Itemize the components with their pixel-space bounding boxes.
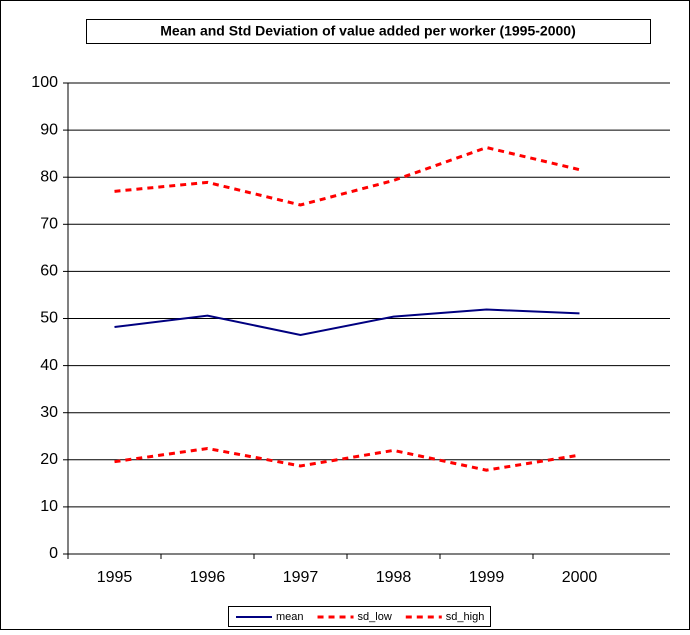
y-tick-label: 60: [40, 263, 58, 280]
legend-label: sd_low: [358, 611, 392, 623]
y-tick-label: 70: [40, 216, 58, 233]
y-tick-label: 100: [31, 74, 58, 91]
x-tick-label: 1996: [190, 569, 226, 586]
legend-label: sd_high: [446, 611, 485, 623]
x-tick-label: 1998: [376, 569, 412, 586]
legend-label: mean: [276, 611, 304, 623]
series-line: [114, 308, 580, 337]
title-box: [86, 19, 651, 44]
legend-box: [228, 606, 491, 627]
x-tick-label: 2000: [562, 569, 598, 586]
x-tick-label: 1995: [97, 569, 133, 586]
series-line: [114, 446, 580, 472]
y-tick-label: 0: [49, 545, 58, 562]
chart-title: Mean and Std Deviation of value added pe…: [160, 23, 575, 39]
series-line: [114, 145, 580, 207]
y-tick-label: 10: [40, 498, 58, 515]
y-tick-label: 80: [40, 168, 58, 185]
y-tick-label: 40: [40, 357, 58, 374]
y-tick-label: 20: [40, 451, 58, 468]
y-tick-label: 90: [40, 121, 58, 138]
x-tick-label: 1997: [283, 569, 319, 586]
y-tick-label: 50: [40, 310, 58, 327]
x-tick-label: 1999: [469, 569, 505, 586]
y-tick-label: 30: [40, 404, 58, 421]
